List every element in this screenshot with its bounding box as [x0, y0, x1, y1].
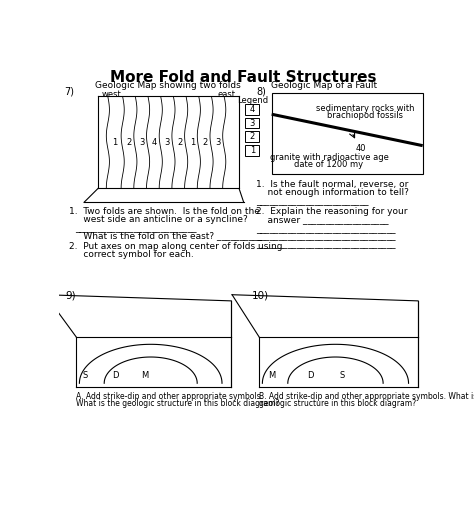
Text: 1: 1 [250, 146, 255, 155]
Text: Geologic Map showing two folds: Geologic Map showing two folds [95, 81, 241, 90]
Text: Legend: Legend [237, 96, 268, 105]
Text: 8): 8) [256, 87, 266, 97]
Text: A. Add strike-dip and other appropriate symbols.: A. Add strike-dip and other appropriate … [76, 392, 263, 401]
Text: S: S [83, 371, 88, 380]
Text: 3: 3 [215, 138, 220, 147]
Text: 4: 4 [152, 138, 157, 147]
Text: correct symbol for each.: correct symbol for each. [69, 250, 193, 259]
Text: _________________________: _________________________ [256, 197, 369, 206]
Text: Geologic Map of a Fault: Geologic Map of a Fault [271, 81, 377, 90]
Text: west side an anticline or a syncline?: west side an anticline or a syncline? [69, 215, 247, 224]
Text: 2: 2 [177, 138, 182, 147]
Text: 4: 4 [250, 105, 255, 114]
Text: D: D [112, 371, 118, 380]
Bar [245, 104, 259, 115]
Text: date of 1200 my: date of 1200 my [294, 160, 364, 169]
Text: M: M [268, 371, 275, 380]
Text: 2: 2 [127, 138, 132, 147]
Text: 1: 1 [112, 138, 118, 147]
Text: answer ___________________: answer ___________________ [256, 215, 389, 224]
Text: _______________________________: _______________________________ [256, 233, 396, 242]
Text: B. Add strike-dip and other appropriate symbols. What is the: B. Add strike-dip and other appropriate … [259, 392, 474, 401]
Text: 2.  Put axes on map along center of folds using: 2. Put axes on map along center of folds… [69, 242, 282, 251]
Text: not enough information to tell?: not enough information to tell? [256, 187, 409, 196]
Text: What is the geologic structure in this block diagram?: What is the geologic structure in this b… [76, 399, 280, 408]
Text: 7): 7) [64, 87, 74, 97]
Text: geologic structure in this block diagram?: geologic structure in this block diagram… [259, 399, 416, 408]
Bar [245, 118, 259, 129]
Text: M: M [141, 371, 148, 380]
Text: S: S [339, 371, 345, 380]
Text: 1.  Is the fault normal, reverse, or: 1. Is the fault normal, reverse, or [256, 180, 409, 189]
Text: 3: 3 [139, 138, 145, 147]
Text: _______________________________: _______________________________ [256, 225, 396, 234]
Text: 40: 40 [356, 144, 366, 153]
Text: 1.  Two folds are shown.  Is the fold on the: 1. Two folds are shown. Is the fold on t… [69, 207, 259, 216]
Text: 10): 10) [251, 291, 269, 301]
Bar [272, 93, 423, 174]
Bar [245, 132, 259, 142]
Text: brachiopod fossils: brachiopod fossils [328, 110, 403, 119]
Text: D: D [307, 371, 313, 380]
Text: sedimentary rocks with: sedimentary rocks with [316, 104, 415, 113]
Text: west: west [102, 90, 122, 99]
Text: east: east [218, 90, 236, 99]
Text: What is the fold on the east? __________: What is the fold on the east? __________ [69, 232, 262, 241]
Text: 2: 2 [202, 138, 208, 147]
Text: 3: 3 [164, 138, 170, 147]
Text: 9): 9) [65, 291, 76, 301]
Bar [245, 145, 259, 156]
Text: 2: 2 [250, 132, 255, 141]
Text: 1: 1 [190, 138, 195, 147]
Text: ___________________________: ___________________________ [75, 224, 196, 233]
Text: granite with radioactive age: granite with radioactive age [270, 153, 389, 162]
Text: 2.  Explain the reasoning for your: 2. Explain the reasoning for your [256, 207, 408, 216]
Text: 3: 3 [249, 118, 255, 127]
Text: More Fold and Fault Structures: More Fold and Fault Structures [109, 70, 376, 85]
Text: _______________________________: _______________________________ [256, 240, 396, 249]
